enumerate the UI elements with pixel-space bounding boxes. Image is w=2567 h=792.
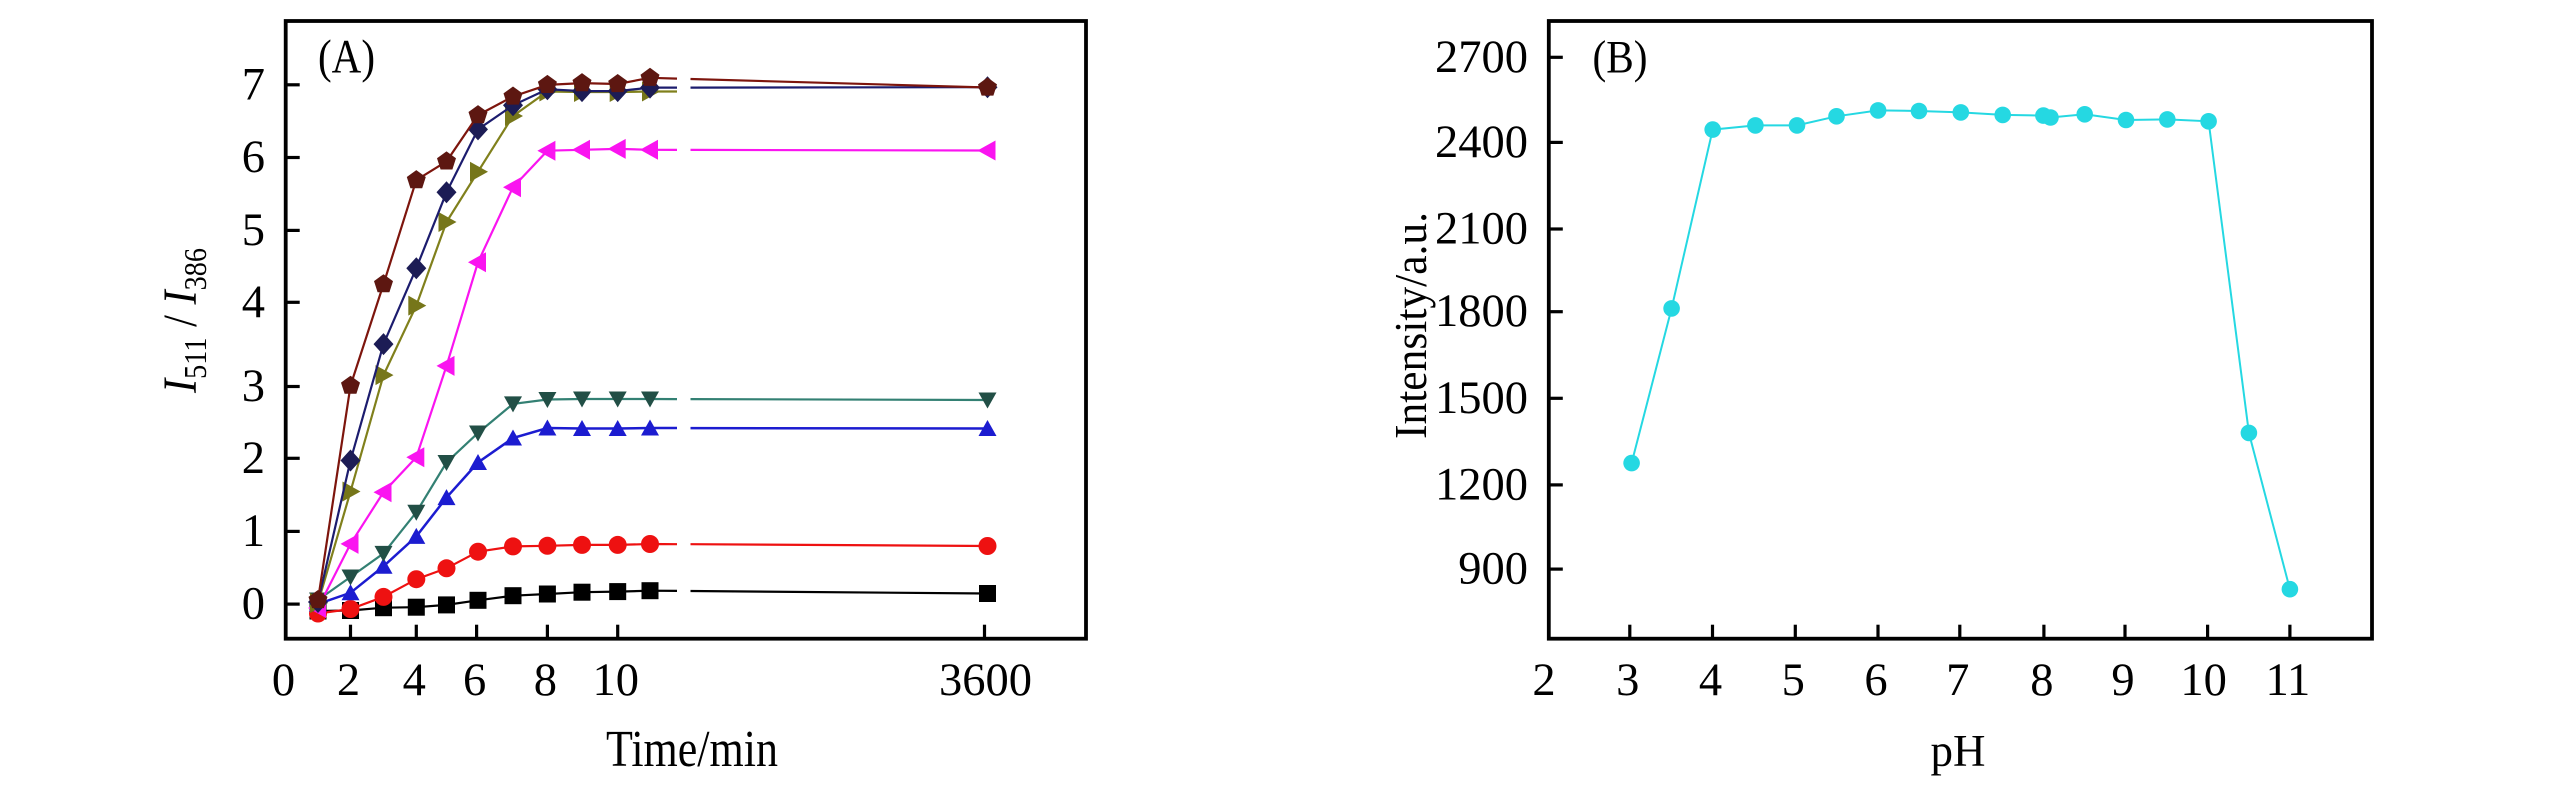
svg-text:5: 5: [242, 205, 265, 256]
svg-text:5: 5: [1782, 655, 1805, 706]
svg-text:1500: 1500: [1435, 373, 1528, 424]
svg-text:4: 4: [242, 277, 265, 328]
svg-text:8: 8: [534, 655, 557, 706]
svg-text:10: 10: [2180, 655, 2227, 706]
svg-text:2700: 2700: [1435, 32, 1528, 83]
svg-text:0: 0: [272, 655, 295, 706]
svg-text:8: 8: [2030, 655, 2053, 706]
svg-text:(A): (A): [318, 32, 375, 84]
svg-text:0: 0: [242, 579, 265, 630]
svg-text:3600: 3600: [939, 655, 1032, 706]
svg-text:1200: 1200: [1435, 459, 1528, 510]
svg-text:3: 3: [242, 361, 265, 412]
svg-text:4: 4: [1699, 655, 1722, 706]
svg-text:1: 1: [242, 506, 265, 557]
svg-text:2: 2: [1532, 655, 1555, 706]
svg-text:3: 3: [1616, 655, 1639, 706]
svg-text:7: 7: [242, 59, 265, 110]
svg-text:2: 2: [242, 433, 265, 484]
svg-text:6: 6: [463, 655, 486, 706]
svg-text:900: 900: [1458, 544, 1528, 595]
svg-text:Time/min: Time/min: [606, 721, 778, 778]
svg-text:10: 10: [592, 655, 639, 706]
svg-text:Intensity/a.u.: Intensity/a.u.: [1385, 212, 1436, 439]
svg-text:11: 11: [2266, 655, 2311, 706]
svg-text:9: 9: [2111, 655, 2134, 706]
svg-text:2100: 2100: [1435, 204, 1528, 255]
svg-text:6: 6: [1864, 655, 1887, 706]
svg-text:4: 4: [403, 655, 426, 706]
svg-text:1800: 1800: [1435, 286, 1528, 337]
svg-text:6: 6: [242, 132, 265, 183]
svg-text:(B): (B): [1593, 32, 1648, 84]
svg-text:2: 2: [337, 655, 360, 706]
svg-text:2400: 2400: [1435, 117, 1528, 168]
svg-text:pH: pH: [1931, 726, 1986, 776]
svg-text:7: 7: [1946, 655, 1969, 706]
